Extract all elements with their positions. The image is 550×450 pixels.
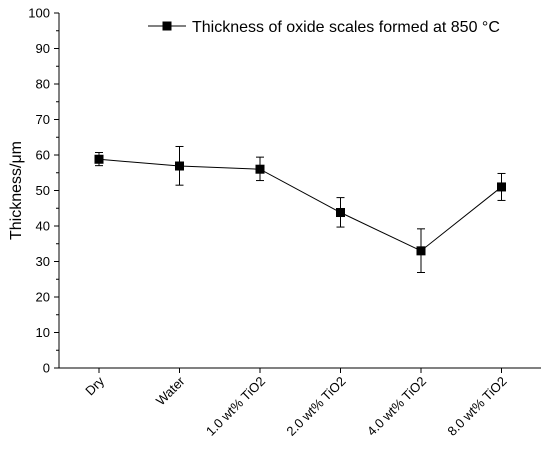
x-tick-label: 1.0 wt% TiO2: [203, 374, 268, 439]
x-tick-label: 8.0 wt% TiO2: [444, 374, 509, 439]
y-tick-label: 90: [36, 41, 50, 56]
y-tick-label: 10: [36, 325, 50, 340]
x-tick-label: 2.0 wt% TiO2: [283, 374, 348, 439]
series-line: [98, 158, 502, 252]
y-tick-label: 20: [36, 290, 50, 305]
y-tick-label: 30: [36, 254, 50, 269]
x-tick-label: Dry: [82, 373, 107, 398]
y-tick-label: 0: [43, 361, 50, 376]
series-group: [94, 145, 506, 274]
y-axis-label: Thickness/μm: [8, 141, 25, 240]
y-tick-label: 70: [36, 112, 50, 127]
x-tick-label: Water: [153, 373, 188, 408]
y-tick-label: 60: [36, 148, 50, 163]
data-point: [416, 246, 426, 256]
y-tick-label: 40: [36, 219, 50, 234]
y-ticks: 0 10 20 30 40 50 60 70 80 90 100: [28, 6, 59, 376]
legend-label: Thickness of oxide scales formed at 850 …: [192, 19, 500, 36]
data-point: [497, 182, 506, 192]
legend: Thickness of oxide scales formed at 850 …: [148, 19, 500, 36]
y-tick-label: 100: [28, 6, 50, 21]
legend-marker: [162, 21, 172, 31]
data-point: [336, 208, 345, 218]
x-ticks: Dry Water 1.0 wt% TiO2 2.0 wt% TiO2 4.0 wt% …: [82, 368, 510, 439]
data-point: [175, 161, 184, 171]
data-point: [94, 154, 104, 164]
y-tick-label: 80: [36, 77, 50, 92]
y-tick-label: 50: [36, 183, 50, 198]
x-tick-label: 4.0 wt% TiO2: [364, 374, 429, 439]
data-point: [255, 164, 265, 174]
